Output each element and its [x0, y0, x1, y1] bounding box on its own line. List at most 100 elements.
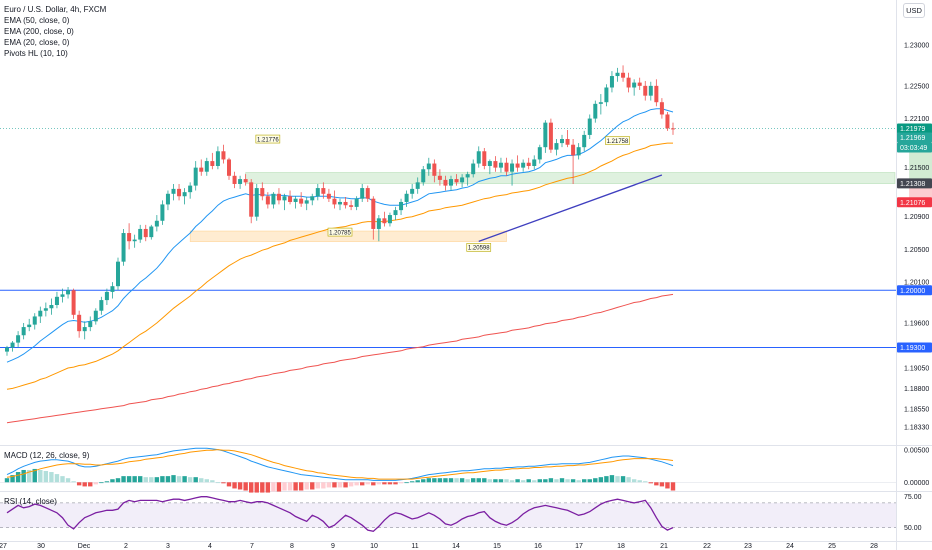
- candle-body: [387, 215, 392, 224]
- candle-body: [77, 314, 82, 332]
- candle-body: [210, 161, 215, 166]
- macd-histogram-bar: [537, 479, 542, 483]
- macd-histogram-bar: [593, 478, 598, 483]
- macd-histogram-bar: [60, 476, 65, 483]
- macd-histogram-bar: [459, 478, 465, 483]
- macd-histogram-bar: [132, 476, 137, 483]
- macd-histogram-bar: [43, 471, 49, 483]
- price-axis-label: [897, 197, 932, 208]
- macd-histogram-bar: [21, 469, 26, 483]
- macd-histogram-bar: [582, 479, 587, 483]
- candle-body: [321, 188, 326, 194]
- candle-body: [177, 188, 182, 197]
- macd-histogram-bar: [287, 482, 293, 491]
- macd-histogram-bar: [182, 476, 187, 483]
- macd-histogram-bar: [482, 478, 487, 483]
- macd-histogram-bar: [165, 476, 171, 483]
- ema20-line: [6, 108, 674, 363]
- candle-body: [326, 193, 331, 199]
- macd-histogram-bar: [670, 482, 676, 491]
- currency-button[interactable]: USD: [903, 3, 925, 18]
- pivot-label-box: [605, 136, 630, 145]
- macd-histogram-bar: [154, 477, 160, 483]
- macd-histogram-bar: [648, 482, 653, 484]
- candle-body: [204, 161, 209, 172]
- time-tick-label: 28: [870, 543, 878, 550]
- rsi-tick-label: 50.00: [904, 525, 922, 532]
- candle-body: [288, 196, 293, 202]
- candle-body: [82, 327, 87, 332]
- pivot-label-box: [466, 243, 492, 252]
- candle-body: [665, 114, 670, 129]
- macd-histogram-bar: [282, 482, 287, 491]
- macd-histogram-bar: [421, 479, 426, 483]
- time-tick-label: 18: [617, 543, 625, 550]
- macd-histogram-bar: [232, 482, 237, 489]
- candle-body: [93, 310, 98, 322]
- pivot-label: 1.20785: [329, 230, 351, 236]
- candle-body: [304, 200, 309, 204]
- candle-body: [276, 193, 281, 201]
- macd-histogram-bar: [160, 476, 165, 483]
- time-tick-label: 8: [290, 543, 294, 550]
- candle-body: [410, 188, 415, 194]
- macd-histogram-bar: [265, 482, 271, 493]
- macd-histogram-bar: [393, 482, 398, 485]
- macd-histogram-bar: [493, 479, 498, 483]
- macd-histogram-bar: [271, 482, 276, 492]
- macd-histogram-bar: [532, 480, 537, 483]
- candle-body: [621, 72, 626, 78]
- legend-ema200: EMA (200, close, 0): [4, 27, 74, 36]
- macd-histogram-bar: [304, 482, 309, 490]
- macd-histogram-bar: [110, 479, 115, 483]
- candle-body: [104, 291, 109, 301]
- candle-body: [521, 162, 526, 168]
- macd-histogram-bar: [199, 478, 204, 483]
- macd-histogram-bar: [54, 474, 60, 483]
- candle-body: [454, 179, 459, 183]
- candle-body: [560, 139, 564, 144]
- candle-body: [132, 239, 137, 242]
- macd-histogram-bar: [659, 482, 665, 487]
- pivot-label: 1.21758: [607, 139, 629, 145]
- candle-body: [471, 163, 476, 175]
- macd-histogram-bar: [404, 482, 409, 484]
- macd-tick-label: 0.00500: [904, 448, 929, 455]
- macd-histogram-bar: [49, 472, 54, 483]
- candle-body: [554, 143, 559, 150]
- price-axis-label: [897, 142, 932, 153]
- candle-body: [265, 196, 270, 205]
- candle-body: [182, 192, 187, 197]
- price-axis-label-text: 1.21076: [900, 200, 925, 207]
- macd-histogram-bar: [254, 482, 259, 493]
- candle-body: [465, 174, 470, 178]
- candle-body: [449, 179, 453, 186]
- candle-body: [254, 188, 259, 217]
- macd-histogram-bar: [343, 482, 348, 488]
- candle-body: [582, 134, 587, 148]
- macd-histogram-bar: [104, 481, 110, 483]
- price-tick-label: 1.22500: [904, 83, 929, 90]
- macd-histogram-bar: [93, 482, 98, 485]
- macd-histogram-bar: [126, 476, 132, 483]
- candle-body: [99, 300, 104, 311]
- price-tick-label: 1.22100: [904, 116, 929, 123]
- macd-histogram-bar: [515, 479, 520, 483]
- macd-histogram-bar: [498, 479, 504, 483]
- macd-line: [6, 447, 674, 481]
- time-tick-label: Dec: [78, 543, 91, 550]
- macd-histogram-bar: [298, 482, 304, 491]
- macd-histogram-bar: [121, 476, 126, 483]
- macd-histogram-bar: [448, 478, 454, 483]
- candle-body: [16, 335, 21, 343]
- time-tick-label: 4: [208, 543, 212, 550]
- candle-body: [537, 147, 542, 160]
- macd-histogram-bar: [315, 482, 320, 489]
- pivot-label: 1.20598: [468, 246, 490, 252]
- macd-histogram-bar: [365, 482, 370, 485]
- pivot-label-box: [255, 134, 281, 144]
- pivot-label: 1.21776: [257, 137, 279, 143]
- price-axis-label: [897, 123, 932, 134]
- price-tick-label: 1.20900: [904, 214, 929, 221]
